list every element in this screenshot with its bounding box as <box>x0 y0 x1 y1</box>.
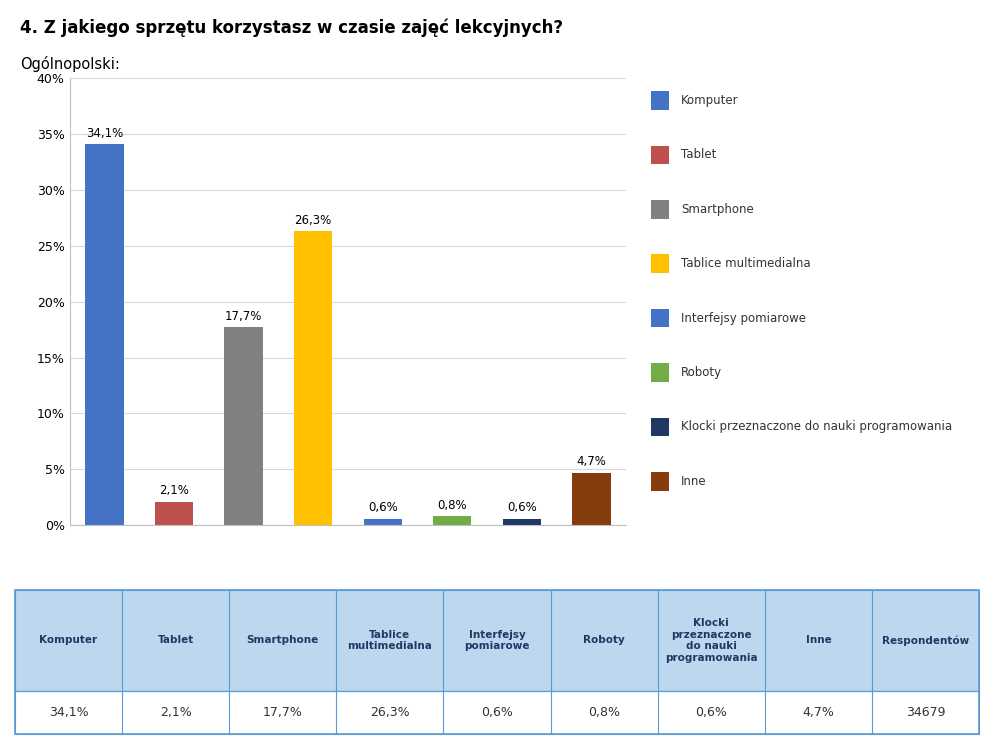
Bar <box>573 473 610 525</box>
Text: 34,1%: 34,1% <box>49 706 88 719</box>
Bar <box>294 231 332 525</box>
Text: Roboty: Roboty <box>583 635 625 645</box>
Text: Interfejsy pomiarowe: Interfejsy pomiarowe <box>681 311 806 325</box>
Text: 0,8%: 0,8% <box>437 499 467 512</box>
Text: 0,6%: 0,6% <box>696 706 728 719</box>
Text: 0,8%: 0,8% <box>588 706 620 719</box>
Text: Smartphone: Smartphone <box>247 635 319 645</box>
Text: Tablet: Tablet <box>157 635 194 645</box>
Bar <box>433 516 471 525</box>
Text: 0,6%: 0,6% <box>507 501 537 514</box>
Text: 0,6%: 0,6% <box>368 501 398 514</box>
Text: Tablet: Tablet <box>681 148 717 162</box>
Text: Komputer: Komputer <box>40 635 97 645</box>
Bar <box>155 502 193 525</box>
Text: Inne: Inne <box>805 635 831 645</box>
Text: Klocki
przeznaczone
do nauki
programowania: Klocki przeznaczone do nauki programowan… <box>665 618 757 663</box>
Text: Tablice
multimedialna: Tablice multimedialna <box>348 630 432 651</box>
Bar <box>364 519 402 525</box>
Text: Klocki przeznaczone do nauki programowania: Klocki przeznaczone do nauki programowan… <box>681 420 952 434</box>
Bar <box>225 328 262 525</box>
Text: 17,7%: 17,7% <box>225 310 262 323</box>
Bar <box>503 519 541 525</box>
Text: 34679: 34679 <box>906 706 945 719</box>
Text: Komputer: Komputer <box>681 94 739 107</box>
Text: 26,3%: 26,3% <box>370 706 410 719</box>
Text: 0,6%: 0,6% <box>481 706 513 719</box>
Text: Smartphone: Smartphone <box>681 203 753 216</box>
Text: 26,3%: 26,3% <box>294 214 332 226</box>
Text: Tablice multimedialna: Tablice multimedialna <box>681 257 810 270</box>
Text: Inne: Inne <box>681 475 707 488</box>
Text: 17,7%: 17,7% <box>262 706 303 719</box>
Bar <box>85 145 123 525</box>
Text: 4,7%: 4,7% <box>802 706 834 719</box>
Text: Ogólnopolski:: Ogólnopolski: <box>20 56 119 72</box>
Text: Interfejsy
pomiarowe: Interfejsy pomiarowe <box>464 630 530 651</box>
Text: 34,1%: 34,1% <box>85 127 123 140</box>
Text: 4. Z jakiego sprzętu korzystasz w czasie zajęć lekcyjnych?: 4. Z jakiego sprzętu korzystasz w czasie… <box>20 19 563 37</box>
Text: Respondentów: Respondentów <box>882 635 969 646</box>
Text: 4,7%: 4,7% <box>577 455 606 469</box>
Text: Roboty: Roboty <box>681 366 722 379</box>
Text: 2,1%: 2,1% <box>159 484 189 498</box>
Text: 2,1%: 2,1% <box>160 706 192 719</box>
